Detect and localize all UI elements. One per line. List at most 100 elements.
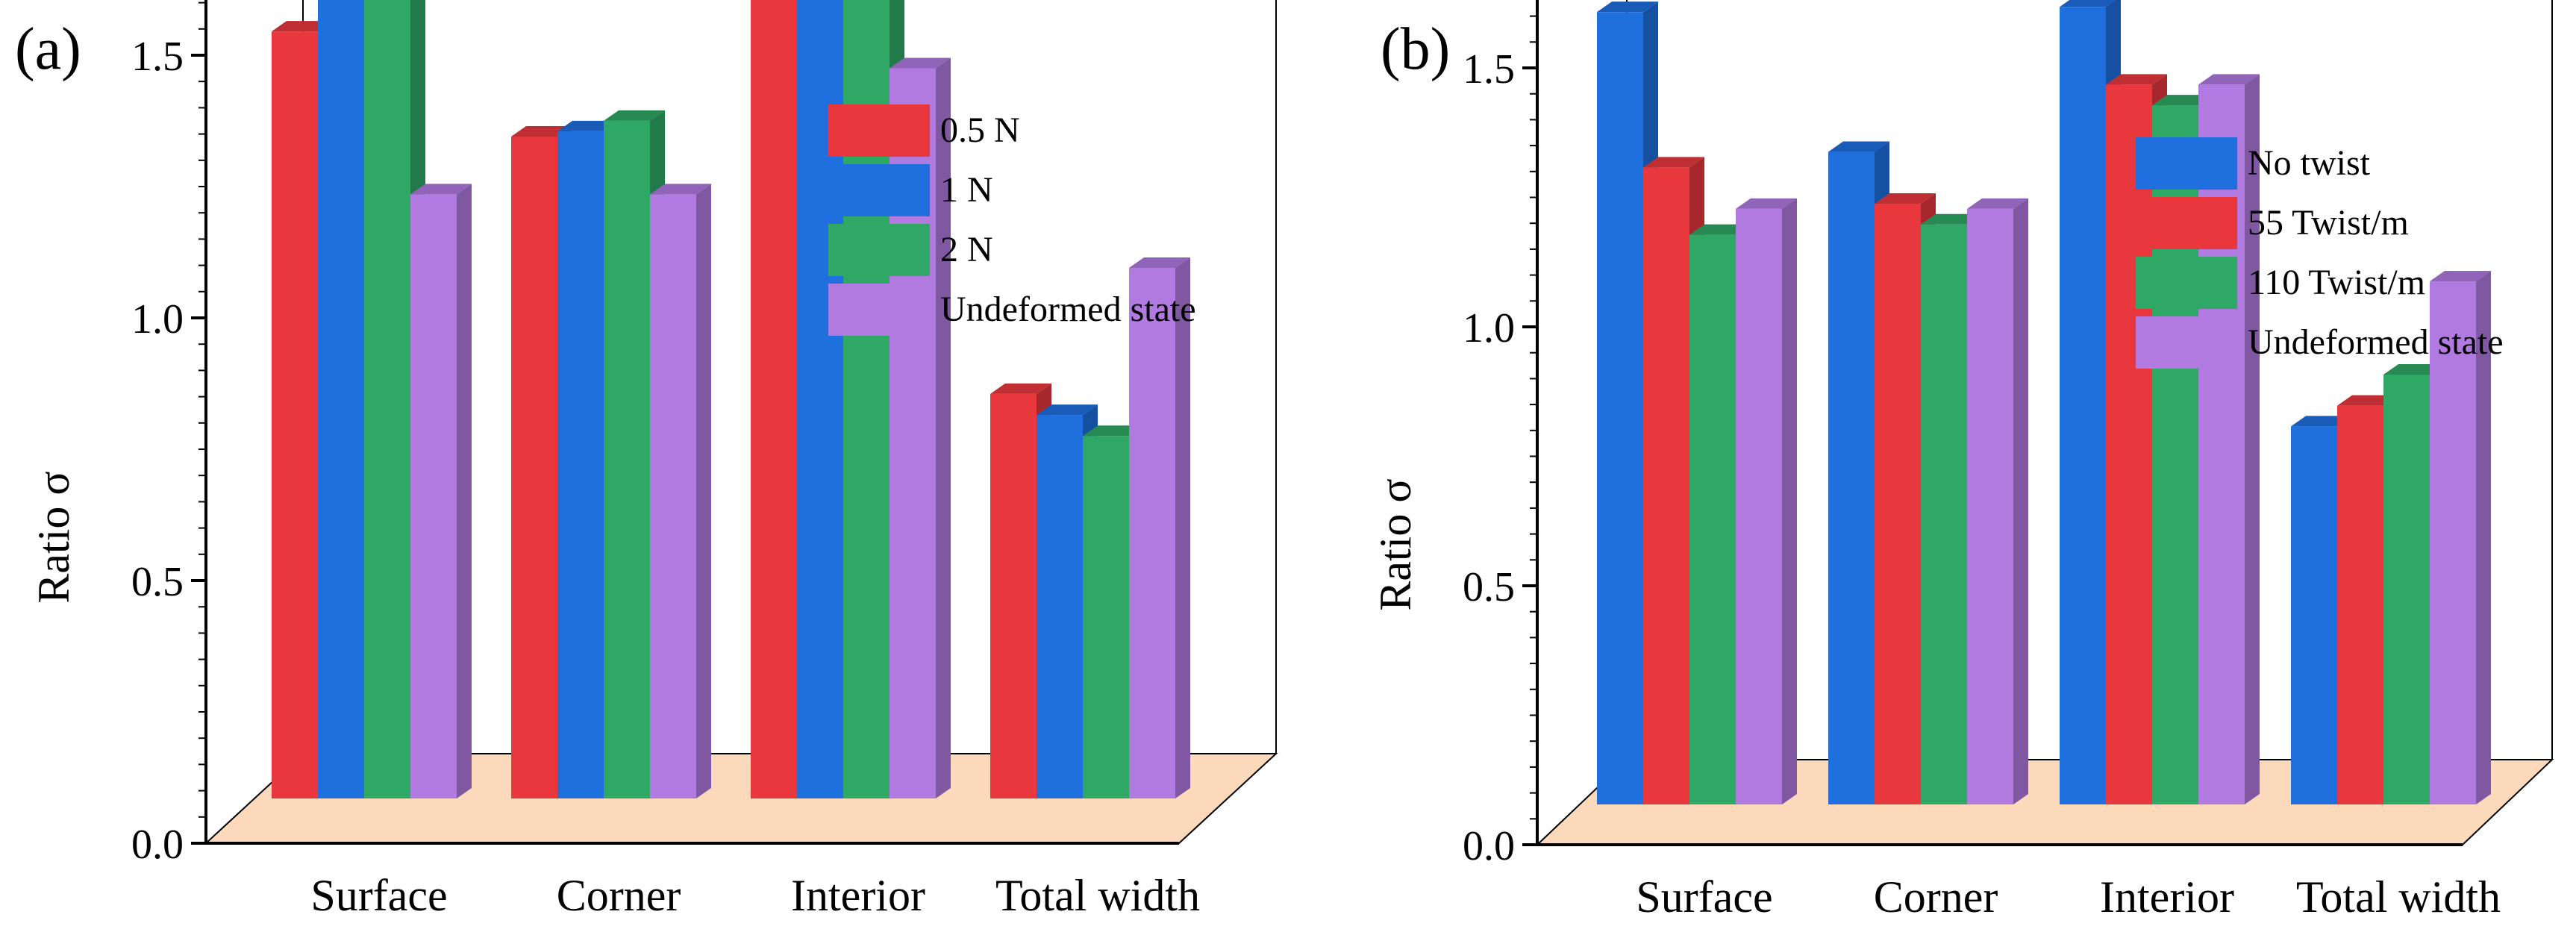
bar-undeformed-state [2430,271,2491,804]
bar-undeformed-state [650,184,711,798]
x-category-label: Corner [1874,872,1998,922]
bar-top [2430,271,2491,282]
x-axis: Surface Corner Interior Total width [1537,843,2501,922]
bar-front [318,0,364,799]
bar-front [1083,436,1129,798]
legend-label: 110 Twist/m [2248,263,2425,302]
legend-label: 1 N [940,170,993,210]
bar-top [604,110,665,121]
bar-side [2245,74,2260,805]
bar-undeformed-state [1129,257,1190,799]
bar-top [272,21,333,32]
bar-front [990,393,1037,798]
y-tick-label: 1.0 [1463,305,1515,351]
bar-top [1597,1,1658,13]
bar-front [2291,426,2337,804]
bar-front [2106,84,2152,805]
bar-front [1875,203,1921,805]
bar-top [650,184,711,195]
bar-front [2198,84,2245,805]
y-axis: 0.00.51.01.52.02.5 [131,0,207,868]
bar-top [2060,0,2116,7]
legend-swatch [2136,137,2237,190]
y-axis-title: Ratio σ [29,471,78,603]
bar-top [2198,74,2260,85]
x-category-label: Surface [310,871,447,920]
bar-front [1967,208,2013,804]
x-category-label: Total width [995,871,1200,920]
x-category-label: Corner [557,871,681,920]
bar-top [1643,157,1704,168]
x-axis: Surface Corner Interior Total width [206,842,1200,920]
bar-undeformed-state [1967,198,2028,804]
bar-front [650,194,696,798]
bar-2-n [1083,425,1144,798]
panel-label: (a) [15,16,81,82]
y-tick-label: 0.5 [1463,564,1515,610]
y-tick-label: 0.0 [131,822,184,868]
x-category-label: Interior [791,871,925,920]
bar-side [696,184,711,798]
bar-top [2383,363,2445,375]
legend-swatch [2136,257,2237,309]
legend: No twist 55 Twist/m 110 Twist/m Undeformed … [2136,137,2504,369]
bar-front [1129,267,1175,799]
y-tick-label: 1.5 [131,34,184,80]
bar-front [1037,415,1083,798]
bar-front [410,194,457,798]
bar-top [2291,416,2352,427]
bar-front [1689,234,1736,805]
legend-swatch [828,164,930,216]
legend-label: Undeformed state [940,290,1196,329]
bar-top [1689,224,1751,235]
x-category-label: Total width [2296,872,2501,922]
bar-top [557,120,619,131]
legend-swatch [828,224,930,276]
bars-group [1597,0,2491,805]
bar-front [751,0,797,798]
bar-front [604,120,650,799]
bar-front [1643,167,1689,804]
legend-label: No twist [2248,143,2371,183]
bar-side [1782,198,1797,804]
bar-front [1597,12,1643,804]
legend-label: 55 Twist/m [2248,203,2409,243]
legend-label: 2 N [940,230,993,269]
y-axis: 0.00.51.01.52.02.5 [1463,0,1539,869]
bar-front [272,31,318,798]
bar-top [2106,74,2167,85]
bar-top [410,184,472,195]
bar-front [2430,281,2476,804]
y-tick-label: 1.0 [131,296,184,343]
bar-undeformed-state [1736,198,1797,804]
bar-side [1175,257,1190,799]
bar-top [1828,141,1889,152]
bar-side [2476,271,2491,804]
legend: 0.5 N 1 N 2 N Undeformed state [828,104,1196,336]
bar-top [2337,395,2398,406]
bar-front [2383,374,2430,805]
chart-panel-a: (a) Ratio σ 0.00.51.01.52.02.5 SurfaceCo… [15,0,1278,920]
bar-top [990,383,1051,394]
bar-front [557,131,604,799]
y-tick-label: 0.5 [131,559,184,605]
bar-front [364,0,410,798]
bar-side [936,57,951,798]
x-category-label: Surface [1636,872,1772,922]
bar-front [1828,151,1875,804]
bar-front [2337,405,2383,804]
legend-swatch [2136,316,2237,369]
legend-swatch [2136,197,2237,249]
bar-top [1875,193,1936,204]
legend-swatch [828,104,930,157]
bar-front [2060,7,2106,805]
bar-top [1037,404,1098,416]
y-tick-label: 0.0 [1463,823,1515,869]
legend-swatch [828,284,930,336]
bar-top [1967,198,2028,209]
bar-front [1736,208,1782,804]
bar-side [457,184,472,798]
chart-panel-b: (b) Ratio σ 0.00.51.01.52.02.5 SurfaceCo… [1371,0,2554,922]
bar-top [1083,425,1144,437]
